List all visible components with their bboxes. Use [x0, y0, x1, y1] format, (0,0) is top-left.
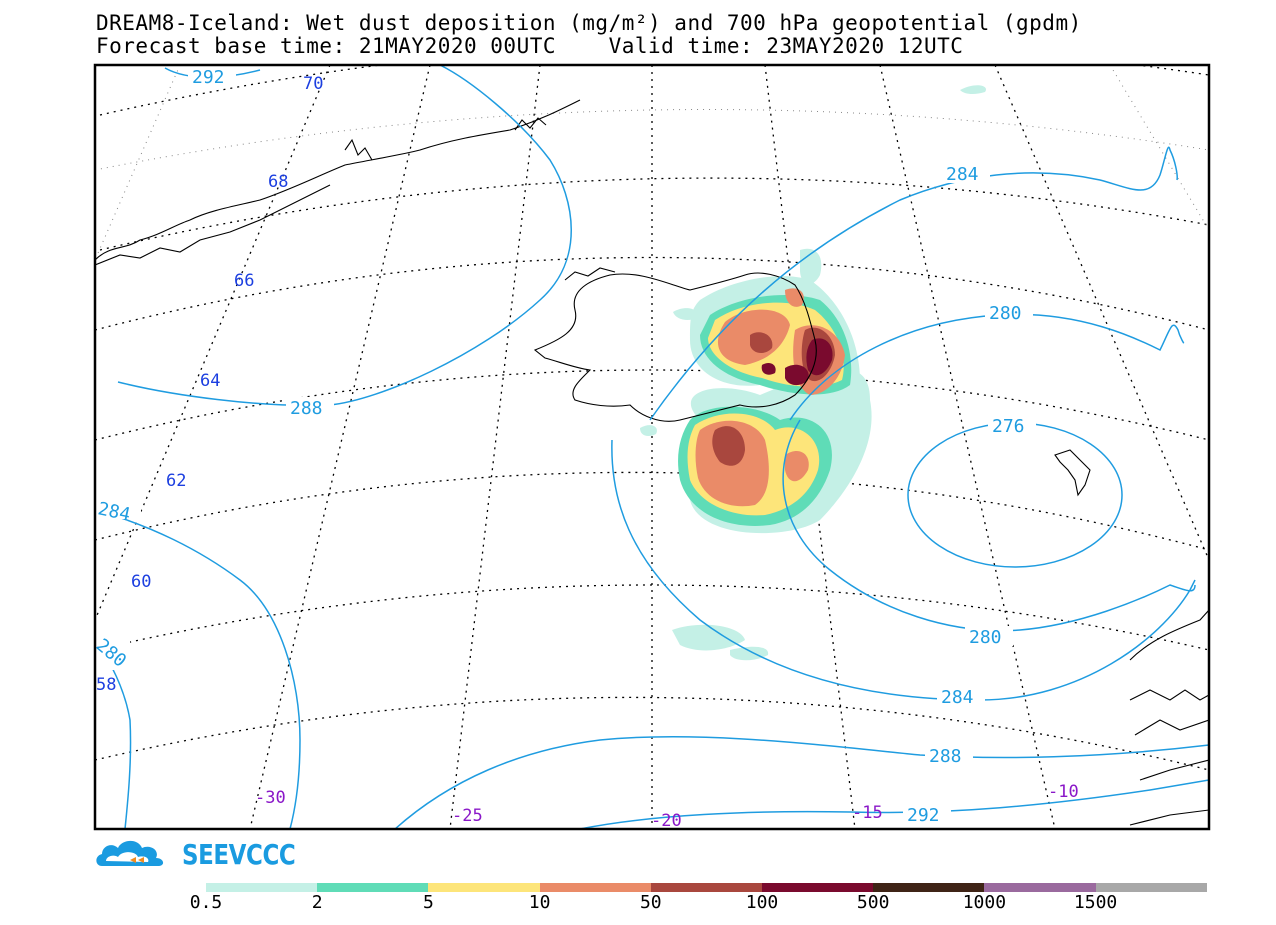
lon-label: -20 [651, 811, 682, 831]
lon-label: -25 [452, 806, 483, 826]
colorbar-segment [761, 883, 874, 892]
contour-label: 292 [192, 67, 225, 88]
lat-label: 58 [96, 675, 116, 695]
colorbar-label: 10 [528, 892, 551, 913]
colorbar-segment [650, 883, 762, 892]
colorbar-label: 50 [639, 892, 662, 913]
colorbar-label: 1500 [1073, 892, 1118, 913]
colorbar-segment [317, 883, 429, 892]
colorbar-label: 1000 [962, 892, 1007, 913]
lat-label: 64 [200, 371, 220, 391]
contour-label: 288 [290, 398, 323, 419]
dust-deposition-shading [640, 85, 986, 661]
seevccc-logo: SEEVCCC [94, 836, 304, 876]
contour-label: 284 [941, 687, 974, 708]
contour-label: 276 [992, 416, 1025, 437]
colorbar-segment [206, 883, 318, 892]
colorbar-segment [1095, 883, 1207, 892]
contour-label: 288 [929, 746, 962, 767]
lon-label: -15 [852, 803, 883, 823]
colorbar-label: 500 [856, 892, 890, 913]
cloud-logo-icon [96, 840, 164, 866]
colorbar-segment [428, 883, 540, 892]
longitude-gridlines [95, 65, 1209, 829]
colorbar-segment [873, 883, 985, 892]
contour-label: 280 [989, 303, 1022, 324]
graticule-faint [95, 65, 1209, 261]
lat-label: 62 [166, 471, 186, 491]
coastlines [95, 99, 1209, 826]
lon-label: -10 [1048, 782, 1079, 802]
chart-subtitle-times: Forecast base time: 21MAY2020 00UTC Vali… [96, 34, 964, 58]
lat-label: 70 [303, 74, 323, 94]
colorbar-label: 0.5 [189, 892, 223, 913]
geopotential-contours [95, 65, 1209, 829]
colorbar-segment [984, 883, 1096, 892]
lat-label: 66 [234, 271, 254, 291]
colorbar-label: 2 [311, 892, 323, 913]
logo-text: SEEVCCC [182, 838, 296, 871]
colorbar [206, 883, 1207, 892]
lat-label: 60 [131, 572, 151, 592]
lat-label: 68 [268, 172, 288, 192]
latitude-gridlines [95, 65, 1209, 771]
lon-label: -30 [255, 788, 286, 808]
chart-title: DREAM8-Iceland: Wet dust deposition (mg/… [96, 11, 1082, 35]
contour-label: 284 [946, 164, 979, 185]
colorbar-label: 5 [422, 892, 434, 913]
contour-label: 292 [907, 805, 940, 826]
contour-label: 280 [969, 627, 1002, 648]
longitude-labels: -30 -25 -20 -15 -10 [255, 782, 1079, 831]
colorbar-segment [539, 883, 651, 892]
colorbar-label: 100 [745, 892, 779, 913]
map-frame [93, 63, 1211, 831]
latitude-labels: 70 68 66 64 62 60 58 [96, 74, 323, 695]
contour-labels: 292 284 280 276 288 284 280 280 284 288 … [92, 66, 1036, 826]
